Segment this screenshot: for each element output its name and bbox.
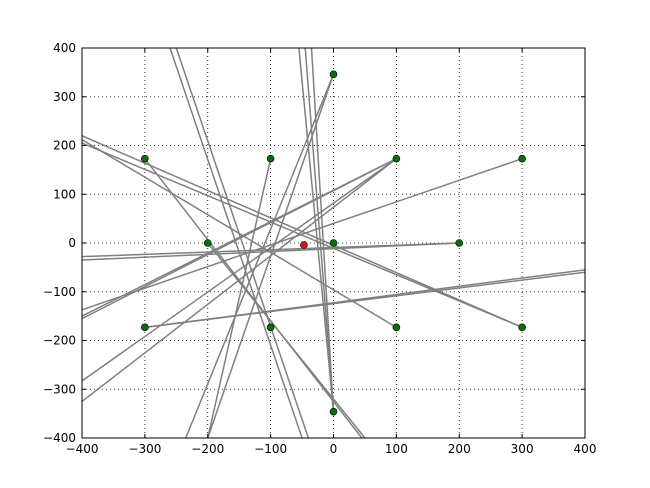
y-tick-label: 300 [53,90,76,104]
x-tick-label: −400 [66,442,99,456]
y-tick-label: 200 [53,139,76,153]
y-tick-label: −400 [43,431,76,445]
point [329,239,338,247]
point [203,239,212,247]
line [82,242,460,258]
line [144,158,363,438]
line [82,157,397,317]
point [329,407,338,416]
x-tick-label: 100 [385,442,408,456]
x-tick-label: 200 [448,442,471,456]
line [82,158,397,382]
x-tick-label: −200 [191,442,224,456]
y-tick-label: 0 [68,236,76,250]
line [207,158,272,438]
point [455,239,464,247]
y-tick-label: −200 [43,334,76,348]
point [300,241,308,249]
point [329,70,338,79]
line [144,271,585,329]
line [169,48,303,438]
line [304,48,335,412]
point [266,323,275,332]
point [266,154,275,163]
line [82,157,523,311]
line [175,48,310,438]
point [141,154,149,163]
line [298,48,335,412]
point [518,154,526,163]
line [207,242,366,438]
line [82,142,523,329]
y-tick-label: 100 [53,187,76,201]
y-tick-label: −100 [43,285,76,299]
line [185,74,335,438]
x-tick-label: −100 [254,442,287,456]
y-tick-label: 400 [53,41,76,55]
point [392,323,401,332]
point [392,154,401,163]
y-tick-label: −300 [43,382,76,396]
x-tick-label: 0 [330,442,338,456]
x-tick-label: −300 [128,442,161,456]
point [141,323,149,332]
x-tick-label: 400 [574,442,597,456]
point [518,323,526,332]
x-tick-label: 300 [511,442,534,456]
ticks: −400 −300 −200 −100 0 100 200 300 400 −400 −300 −20… [43,41,596,456]
lines [82,48,585,438]
points [141,70,526,416]
line [310,48,335,412]
